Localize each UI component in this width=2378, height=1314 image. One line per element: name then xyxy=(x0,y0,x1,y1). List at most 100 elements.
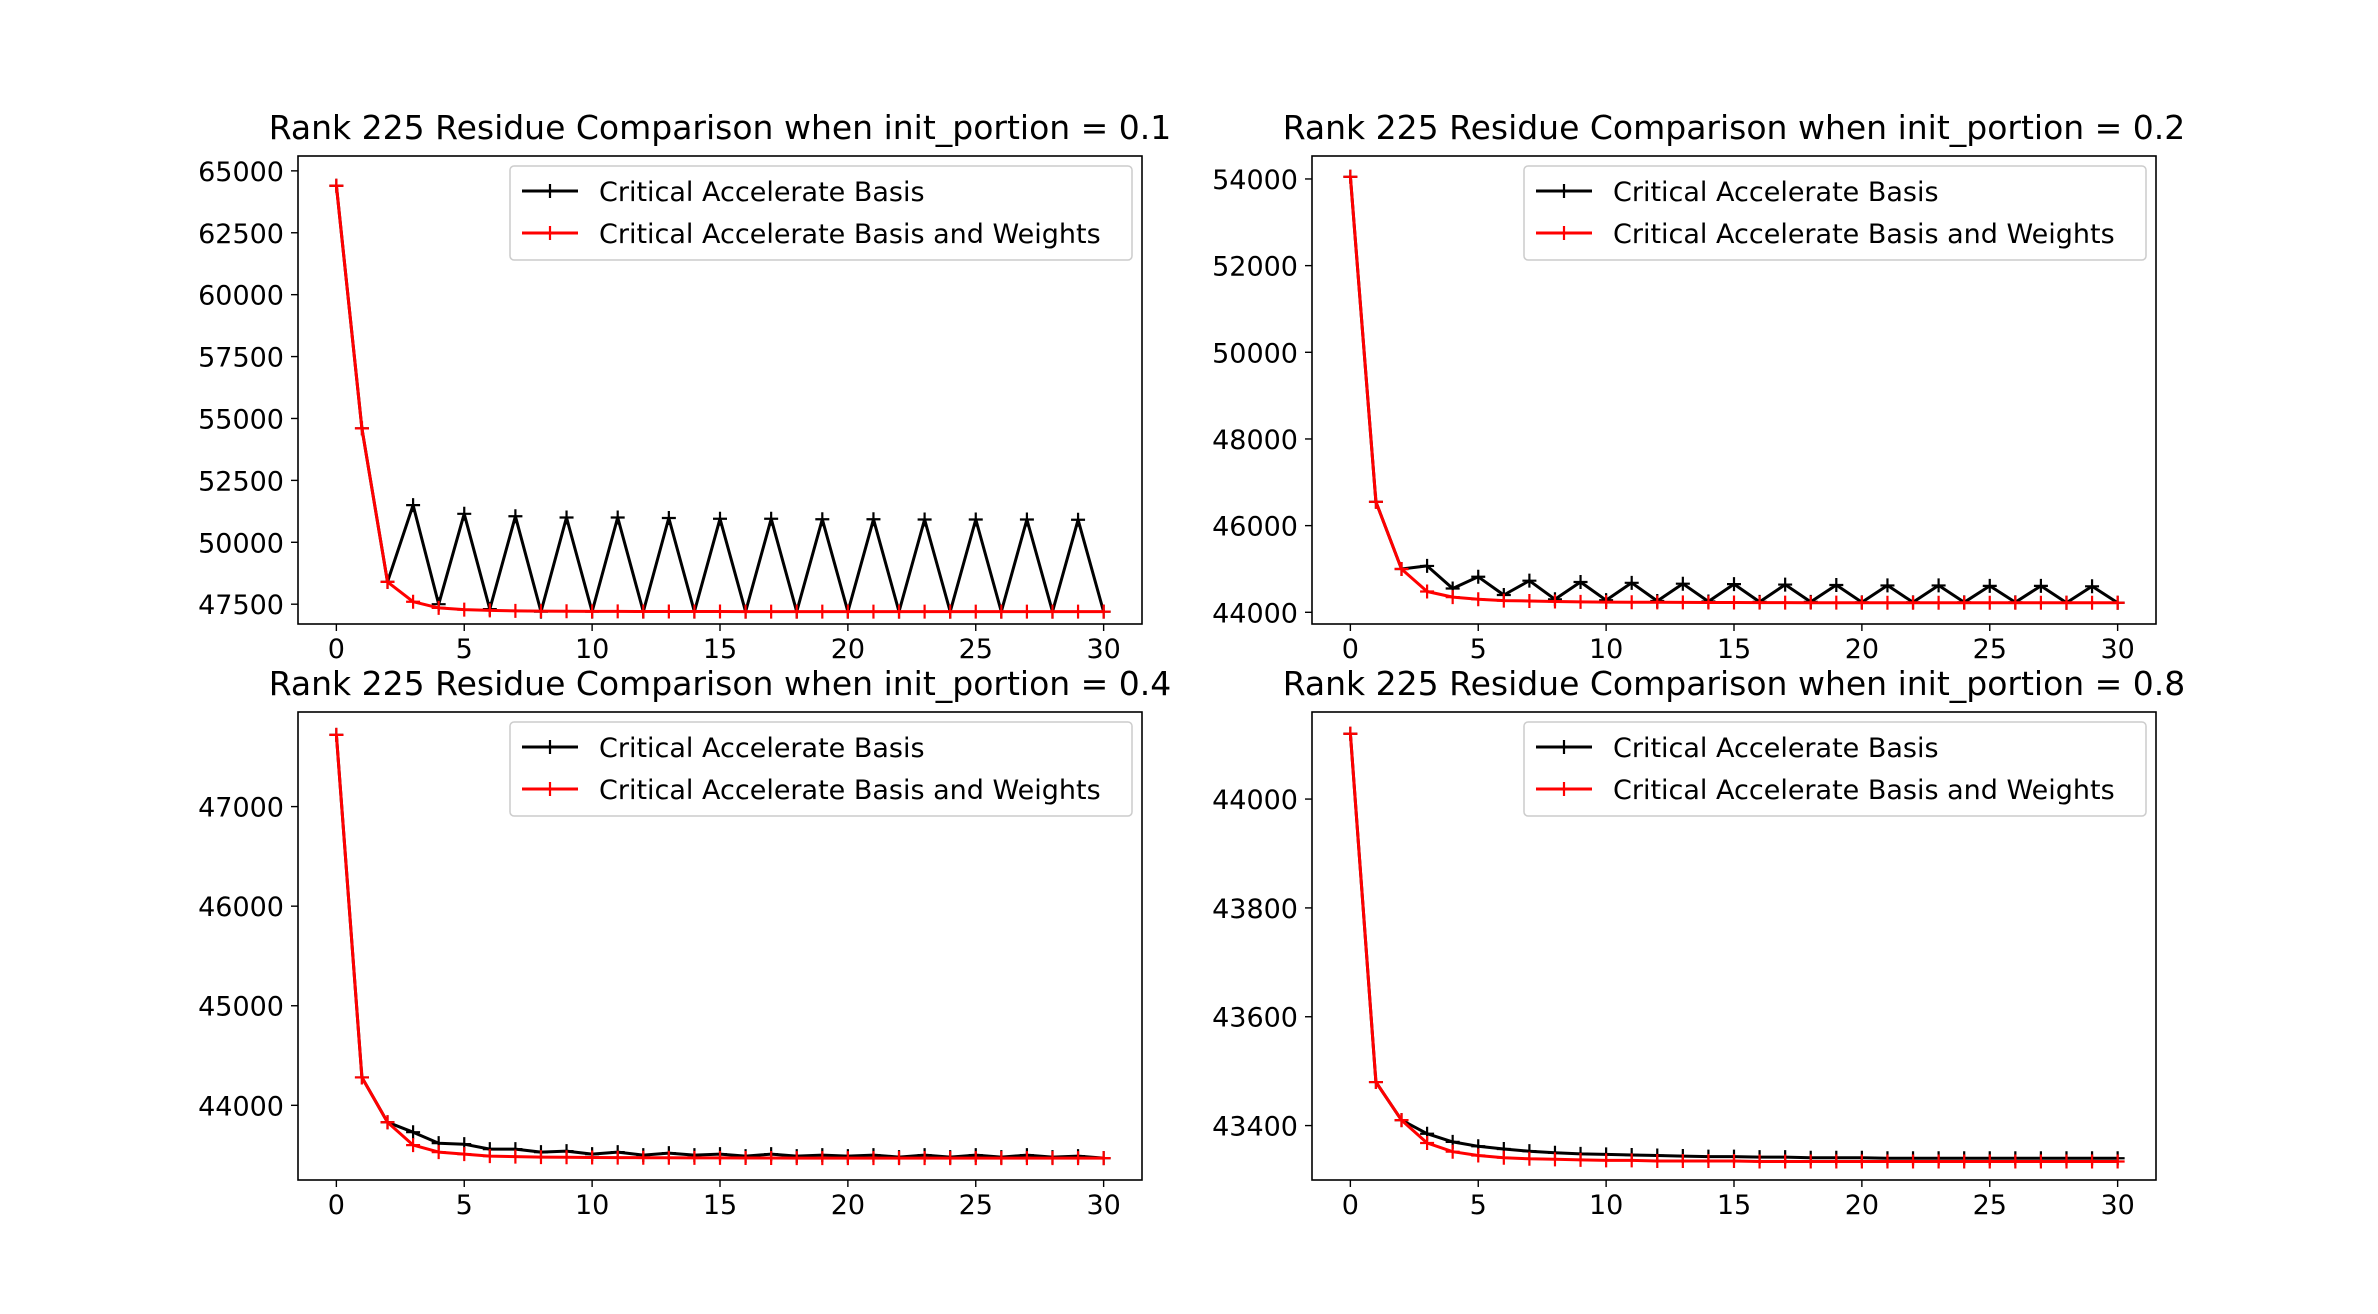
data-point-marker xyxy=(1071,604,1086,619)
data-point-marker xyxy=(406,1125,421,1140)
data-point-marker xyxy=(1343,726,1358,741)
y-tick-label: 46000 xyxy=(198,892,284,923)
y-tick-label: 50000 xyxy=(1212,338,1298,369)
data-point-marker xyxy=(687,1150,702,1165)
data-point-marker xyxy=(1045,604,1060,619)
x-tick-label: 25 xyxy=(1973,1190,2007,1221)
data-point-marker xyxy=(457,1147,472,1162)
data-point-marker xyxy=(713,604,727,619)
x-tick-label: 5 xyxy=(1470,634,1487,665)
data-point-marker xyxy=(1675,576,1690,591)
data-point-marker xyxy=(2059,1154,2074,1169)
data-point-marker xyxy=(1445,1144,1460,1159)
data-point-marker xyxy=(533,1150,548,1165)
data-point-marker xyxy=(1752,1154,1767,1169)
data-point-marker xyxy=(1599,595,1614,610)
data-point-marker xyxy=(1071,512,1086,527)
x-tick-label: 10 xyxy=(575,1190,609,1221)
data-point-marker xyxy=(1599,1153,1614,1168)
data-point-marker xyxy=(610,1150,625,1165)
y-tick-label: 60000 xyxy=(198,281,284,312)
data-point-marker xyxy=(2085,1154,2100,1169)
data-point-marker xyxy=(815,512,830,527)
data-point-marker xyxy=(661,1150,676,1165)
y-tick-label: 62500 xyxy=(198,219,284,250)
data-point-marker xyxy=(1368,494,1383,509)
data-point-marker xyxy=(533,604,548,619)
data-point-marker xyxy=(1778,1154,1793,1169)
data-point-marker xyxy=(1829,1154,1844,1169)
legend-entry-label: Critical Accelerate Basis xyxy=(1613,177,1939,208)
y-tick-label: 43400 xyxy=(1212,1112,1298,1143)
data-point-marker xyxy=(1906,595,1921,610)
x-tick-label: 25 xyxy=(959,1190,993,1221)
legend-swatch-marker xyxy=(1557,226,1571,240)
data-point-marker xyxy=(431,600,446,615)
y-tick-label: 46000 xyxy=(1212,512,1298,543)
data-point-marker xyxy=(866,604,881,619)
x-tick-label: 15 xyxy=(1717,634,1751,665)
y-tick-label: 44000 xyxy=(1212,785,1298,816)
chart-title: Rank 225 Residue Comparison when init_po… xyxy=(1283,108,2186,147)
legend-entry-label: Critical Accelerate Basis and Weights xyxy=(599,219,1101,250)
data-point-marker xyxy=(1752,595,1767,610)
data-point-marker xyxy=(1701,595,1716,610)
chart-title: Rank 225 Residue Comparison when init_po… xyxy=(269,108,1172,147)
x-tick-label: 10 xyxy=(575,634,609,665)
legend-box xyxy=(1523,165,2147,261)
chart-panel-4: Rank 225 Residue Comparison when init_po… xyxy=(1212,664,2185,1221)
data-point-marker xyxy=(2085,579,2100,594)
data-point-marker xyxy=(2059,595,2074,610)
x-tick-label: 5 xyxy=(456,634,473,665)
data-point-marker xyxy=(1522,1151,1537,1166)
data-point-marker xyxy=(354,1070,369,1085)
data-point-marker xyxy=(892,604,907,619)
data-point-marker xyxy=(1906,1154,1921,1169)
chart-title: Rank 225 Residue Comparison when init_po… xyxy=(1283,664,2186,703)
x-tick-label: 5 xyxy=(1470,1190,1487,1221)
data-point-marker xyxy=(585,1150,600,1165)
legend-swatch-marker xyxy=(1557,740,1571,754)
data-point-marker xyxy=(968,1151,983,1166)
data-point-marker xyxy=(1394,561,1409,576)
legend-entry-label: Critical Accelerate Basis xyxy=(599,177,925,208)
chart-panel-1: Rank 225 Residue Comparison when init_po… xyxy=(198,108,1171,665)
data-point-marker xyxy=(764,1150,779,1165)
y-tick-label: 45000 xyxy=(198,992,284,1023)
data-point-marker xyxy=(1880,1154,1895,1169)
data-point-marker xyxy=(1343,169,1358,184)
data-point-marker xyxy=(559,604,574,619)
data-point-marker xyxy=(1675,595,1690,610)
data-point-marker xyxy=(1803,595,1818,610)
y-tick-label: 52500 xyxy=(198,466,284,497)
data-point-marker xyxy=(2033,578,2048,593)
y-tick-label: 54000 xyxy=(1212,165,1298,196)
data-point-marker xyxy=(636,604,651,619)
legend-swatch-marker xyxy=(543,740,557,754)
data-point-marker xyxy=(1957,1154,1972,1169)
data-point-marker xyxy=(661,604,676,619)
data-point-marker xyxy=(764,511,779,526)
data-point-marker xyxy=(1420,558,1435,573)
data-point-marker xyxy=(917,512,932,527)
data-point-marker xyxy=(380,574,395,589)
data-point-marker xyxy=(1445,590,1460,605)
data-point-marker xyxy=(713,511,727,526)
legend-swatch-marker xyxy=(1557,184,1571,198)
x-tick-label: 30 xyxy=(1086,1190,1120,1221)
data-point-marker xyxy=(1778,595,1793,610)
data-point-marker xyxy=(1880,578,1895,593)
legend-swatch-marker xyxy=(543,184,557,198)
x-tick-label: 5 xyxy=(456,1190,473,1221)
data-point-marker xyxy=(508,603,523,618)
data-point-marker xyxy=(380,1115,395,1130)
data-point-marker xyxy=(738,604,753,619)
data-point-marker xyxy=(789,604,804,619)
legend-box xyxy=(509,165,1133,261)
data-point-marker xyxy=(713,1150,727,1165)
data-point-marker xyxy=(559,1150,574,1165)
data-point-marker xyxy=(738,1150,753,1165)
data-point-marker xyxy=(1522,594,1537,609)
data-point-marker xyxy=(2008,595,2023,610)
data-point-marker xyxy=(1019,604,1034,619)
